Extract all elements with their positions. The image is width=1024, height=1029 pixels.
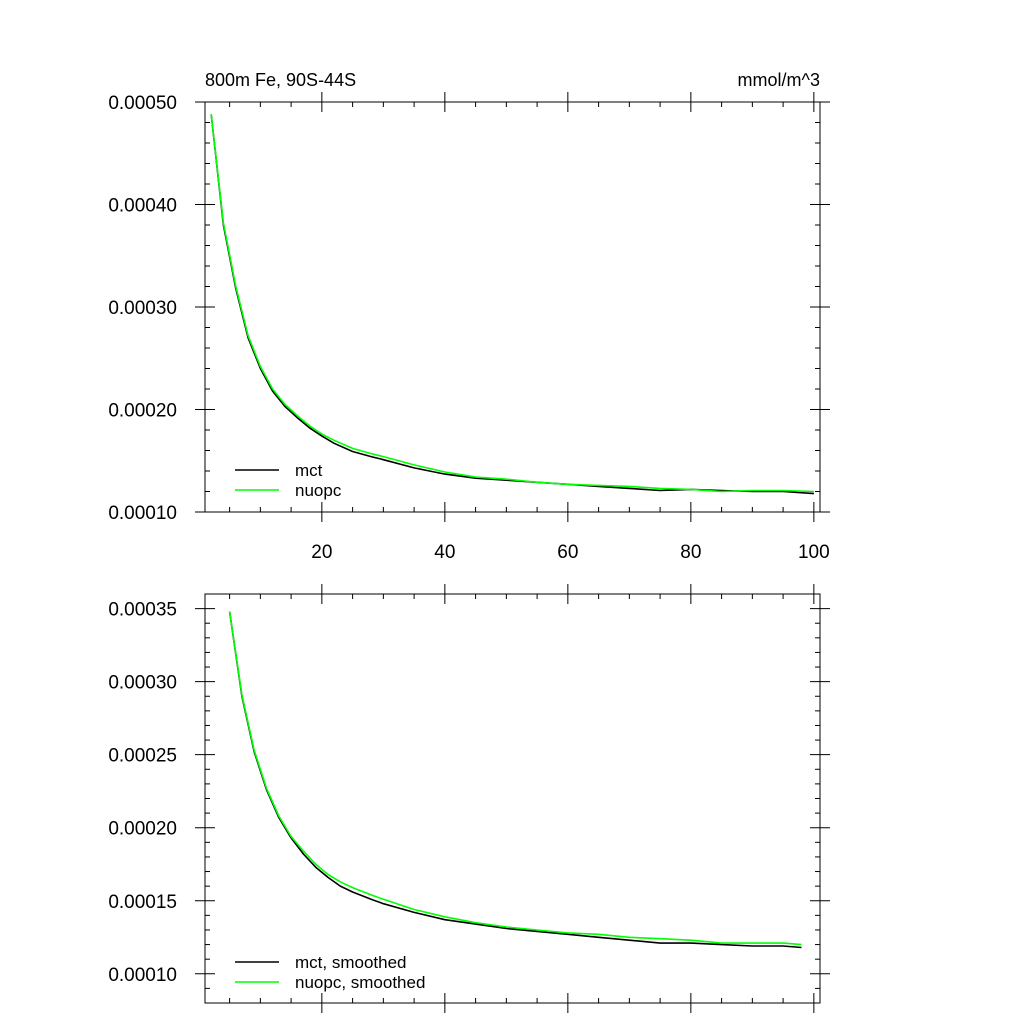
units-label: mmol/m^3 [738, 70, 820, 90]
x-tick-label: 20 [311, 542, 332, 563]
y-tick-label: 0.00050 [108, 93, 177, 114]
x-tick-label: 100 [798, 542, 830, 563]
legend-label: mct [295, 461, 323, 480]
y-tick-label: 0.00015 [108, 892, 177, 913]
series-line-mct-smoothed [228, 611, 802, 949]
y-tick-label: 0.00020 [108, 401, 177, 422]
y-tick-label: 0.00025 [108, 746, 177, 767]
y-tick-label: 0.00035 [108, 600, 177, 621]
legend-label: nuopc, smoothed [295, 973, 425, 992]
top-panel: 800m Fe, 90S-44S mmol/m^3 20 40 60 80 100 0.0… [108, 70, 830, 563]
legend-label: mct, smoothed [295, 953, 407, 972]
x-tick-label: 80 [680, 542, 701, 563]
legend-label: nuopc [295, 481, 342, 500]
series-line-nuopc-smoothed [228, 611, 802, 946]
y-tick-label: 0.00010 [108, 503, 177, 524]
plot-frame [204, 101, 821, 513]
y-tick-label: 0.00030 [108, 298, 177, 319]
y-tick-label: 0.00020 [108, 819, 177, 840]
series-line-mct [210, 114, 814, 495]
series-line-nuopc [210, 114, 814, 493]
plot-frame [204, 593, 821, 1004]
chart-title: 800m Fe, 90S-44S [205, 70, 356, 90]
bottom-panel: 0.00010 0.00015 0.00020 0.00025 0.00030 0.000… [108, 584, 830, 1013]
y-tick-label: 0.00040 [108, 196, 177, 217]
x-tick-label: 40 [434, 542, 455, 563]
x-tick-label: 60 [557, 542, 578, 563]
y-tick-label: 0.00010 [108, 965, 177, 986]
y-tick-label: 0.00030 [108, 673, 177, 694]
